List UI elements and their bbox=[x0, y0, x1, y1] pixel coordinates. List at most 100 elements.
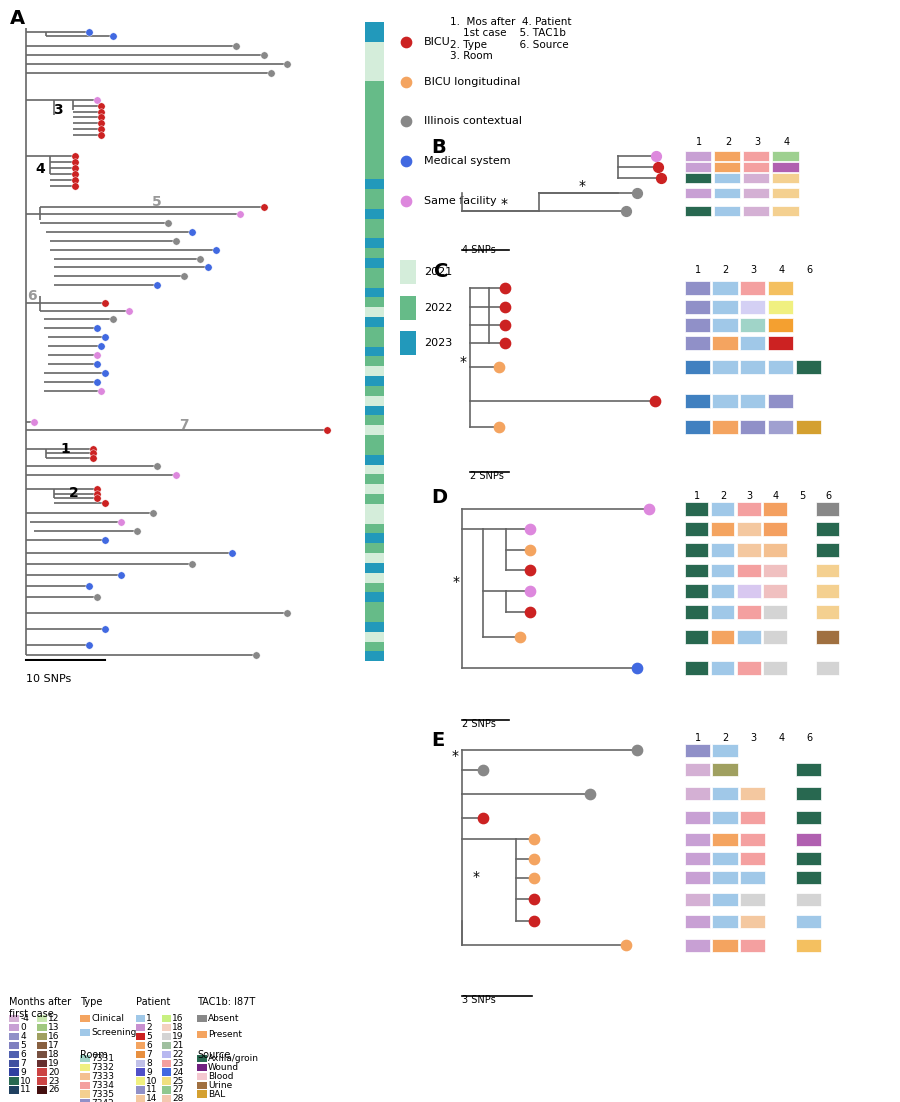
Text: 16: 16 bbox=[172, 1014, 184, 1024]
Bar bbox=[364, 651, 384, 661]
Bar bbox=[714, 187, 740, 198]
Point bbox=[106, 28, 121, 45]
Bar bbox=[364, 366, 384, 376]
Bar bbox=[364, 533, 384, 543]
Point bbox=[90, 374, 104, 391]
Bar bbox=[364, 170, 384, 180]
Text: 3: 3 bbox=[751, 266, 757, 276]
Bar bbox=[741, 420, 766, 434]
Bar bbox=[743, 151, 770, 161]
Text: 3: 3 bbox=[53, 104, 62, 117]
Text: 16: 16 bbox=[49, 1033, 59, 1041]
Bar bbox=[711, 605, 734, 618]
Text: 0: 0 bbox=[20, 1023, 26, 1033]
Text: 7342: 7342 bbox=[92, 1099, 114, 1102]
Bar bbox=[364, 209, 384, 218]
Point bbox=[98, 531, 112, 549]
Point bbox=[82, 637, 96, 655]
Bar bbox=[737, 584, 760, 598]
Point bbox=[522, 562, 536, 580]
Bar bbox=[711, 630, 734, 645]
Text: 23: 23 bbox=[172, 1059, 184, 1068]
Text: 4: 4 bbox=[773, 491, 778, 501]
Bar bbox=[137, 1033, 145, 1040]
Bar bbox=[9, 1041, 19, 1049]
Bar bbox=[741, 872, 766, 884]
Point bbox=[130, 522, 144, 540]
Bar bbox=[685, 915, 710, 928]
Text: 2023: 2023 bbox=[424, 338, 452, 348]
Point bbox=[280, 604, 294, 622]
Bar bbox=[763, 543, 787, 557]
Point bbox=[90, 489, 104, 507]
Text: 1: 1 bbox=[695, 733, 701, 743]
Bar bbox=[741, 915, 766, 928]
Bar bbox=[815, 522, 840, 537]
Bar bbox=[364, 514, 384, 523]
Text: 2: 2 bbox=[68, 486, 78, 500]
Bar bbox=[137, 1060, 145, 1067]
Bar bbox=[741, 852, 766, 865]
Bar bbox=[815, 501, 840, 516]
Text: 7: 7 bbox=[179, 418, 189, 432]
Bar bbox=[137, 1024, 145, 1031]
Point bbox=[90, 91, 104, 109]
Point bbox=[94, 382, 108, 400]
Bar bbox=[685, 563, 708, 577]
Bar bbox=[713, 393, 738, 408]
Bar bbox=[815, 605, 840, 618]
Point bbox=[630, 742, 644, 759]
Text: 20: 20 bbox=[49, 1068, 59, 1077]
Text: BICU: BICU bbox=[424, 36, 451, 47]
Point bbox=[209, 240, 223, 258]
Text: 2 SNPs: 2 SNPs bbox=[470, 472, 503, 482]
Bar bbox=[685, 187, 711, 198]
Point bbox=[256, 198, 271, 216]
Text: 14: 14 bbox=[147, 1094, 158, 1102]
Bar bbox=[80, 1063, 90, 1071]
Bar bbox=[772, 206, 798, 216]
Point bbox=[86, 444, 101, 463]
Bar bbox=[162, 1095, 171, 1102]
Point bbox=[513, 628, 527, 646]
Bar bbox=[741, 893, 766, 906]
Text: 4: 4 bbox=[35, 162, 45, 176]
Bar bbox=[364, 543, 384, 553]
Bar bbox=[364, 90, 384, 100]
Text: 4: 4 bbox=[783, 137, 789, 147]
Bar bbox=[815, 584, 840, 598]
Bar bbox=[9, 1015, 19, 1023]
Point bbox=[653, 170, 668, 187]
Point bbox=[169, 466, 184, 484]
Bar bbox=[37, 1024, 47, 1031]
Bar bbox=[162, 1024, 171, 1031]
Point bbox=[201, 259, 215, 277]
Bar bbox=[364, 484, 384, 494]
Text: Months after
first case: Months after first case bbox=[9, 997, 71, 1019]
Bar bbox=[763, 563, 787, 577]
Bar bbox=[685, 939, 710, 952]
Text: Illinois contextual: Illinois contextual bbox=[424, 116, 522, 127]
Bar bbox=[737, 630, 760, 645]
Point bbox=[651, 159, 665, 176]
Point bbox=[630, 184, 644, 202]
Bar bbox=[364, 248, 384, 258]
Point bbox=[177, 268, 192, 285]
Bar bbox=[685, 605, 708, 618]
Bar bbox=[400, 260, 416, 284]
Bar bbox=[80, 1091, 90, 1098]
Bar bbox=[137, 1078, 145, 1084]
Text: 5: 5 bbox=[152, 195, 161, 209]
Point bbox=[527, 890, 542, 908]
Bar bbox=[364, 553, 384, 563]
Text: 7332: 7332 bbox=[92, 1063, 114, 1072]
Text: 3: 3 bbox=[751, 733, 757, 743]
Text: 6: 6 bbox=[27, 289, 36, 303]
Point bbox=[68, 176, 83, 194]
Text: 5: 5 bbox=[799, 491, 806, 501]
Text: 22: 22 bbox=[172, 1050, 184, 1059]
Point bbox=[583, 785, 598, 802]
Text: Present: Present bbox=[208, 1030, 242, 1039]
Bar bbox=[364, 288, 384, 298]
Bar bbox=[162, 1078, 171, 1084]
